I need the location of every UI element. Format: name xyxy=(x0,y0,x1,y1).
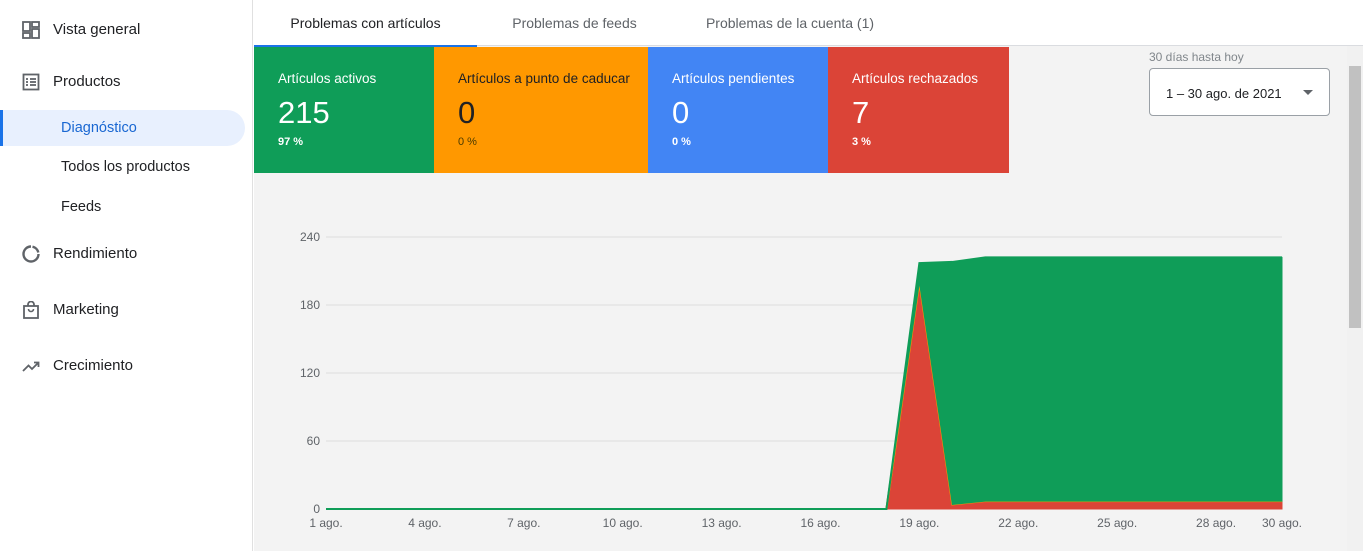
sidebar-item-label: Feeds xyxy=(61,199,102,215)
card-value: 0 xyxy=(672,95,690,130)
x-tick-label: 28 ago. xyxy=(1196,516,1236,530)
active-items-card[interactable]: Artículos activos 215 97 % xyxy=(254,47,434,173)
scrollbar[interactable] xyxy=(1347,46,1363,551)
rejected-items-card[interactable]: Artículos rechazados 7 3 % xyxy=(828,47,1009,173)
dashboard-icon xyxy=(22,21,40,39)
sidebar-item-label: Marketing xyxy=(53,300,119,318)
x-tick-label: 7 ago. xyxy=(507,516,540,530)
sidebar-item-label: Crecimiento xyxy=(53,356,134,374)
y-tick-label: 240 xyxy=(300,230,320,244)
x-tick-label: 19 ago. xyxy=(899,516,939,530)
tab-label: Problemas de feeds xyxy=(512,15,637,31)
card-percent: 97 % xyxy=(278,136,304,148)
x-tick-label: 30 ago. xyxy=(1262,516,1302,530)
series-area xyxy=(326,256,1283,510)
scrollbar-thumb[interactable] xyxy=(1349,66,1361,328)
card-title: Artículos rechazados xyxy=(852,71,979,86)
shopping-bag-icon xyxy=(23,301,39,319)
x-tick-label: 1 ago. xyxy=(309,516,342,530)
y-tick-label: 180 xyxy=(300,298,320,312)
sidebar-item-label: Vista general xyxy=(53,20,141,38)
sidebar: Vista general Productos Diagnóstico Todo… xyxy=(0,0,253,551)
x-tick-label: 13 ago. xyxy=(702,516,742,530)
date-range-value: 1 – 30 ago. de 2021 xyxy=(1166,86,1282,101)
sidebar-item-feeds[interactable]: Feeds xyxy=(0,189,245,225)
sidebar-item-marketing[interactable]: Marketing xyxy=(0,291,245,327)
sidebar-item-overview[interactable]: Vista general xyxy=(0,11,245,47)
x-tick-label: 10 ago. xyxy=(603,516,643,530)
card-value: 7 xyxy=(852,95,870,130)
pending-items-card[interactable]: Artículos pendientes 0 0 % xyxy=(648,47,828,173)
card-percent: 3 % xyxy=(852,136,871,148)
x-tick-label: 22 ago. xyxy=(998,516,1038,530)
dropdown-arrow-icon xyxy=(1303,90,1313,95)
sidebar-item-label: Productos xyxy=(53,72,121,90)
tab-account-issues[interactable]: Problemas de la cuenta (1) xyxy=(672,0,908,46)
y-tick-label: 60 xyxy=(307,434,321,448)
y-tick-label: 0 xyxy=(313,502,320,516)
series-line xyxy=(326,256,1282,510)
list-icon xyxy=(22,73,40,91)
card-value: 215 xyxy=(278,95,330,130)
items-chart: 0 60 120 180 240 1 ago. 4 ago. 7 ago. 10 ago. 13 … xyxy=(254,190,1344,551)
tab-label: Problemas con artículos xyxy=(290,15,441,31)
sidebar-item-label: Diagnóstico xyxy=(61,120,137,136)
y-tick-label: 120 xyxy=(300,366,320,380)
donut-chart-icon xyxy=(22,245,40,263)
date-range-select[interactable]: 1 – 30 ago. de 2021 xyxy=(1149,68,1330,116)
card-title: Artículos activos xyxy=(278,71,377,86)
sidebar-item-label: Todos los productos xyxy=(61,159,190,175)
x-tick-label: 4 ago. xyxy=(408,516,441,530)
expiring-items-card[interactable]: Artículos a punto de caducar 0 0 % xyxy=(434,47,648,173)
tab-feed-issues[interactable]: Problemas de feeds xyxy=(477,0,672,46)
date-range-label: 30 días hasta hoy xyxy=(1149,50,1244,64)
sidebar-item-all-products[interactable]: Todos los productos xyxy=(0,149,245,185)
sidebar-item-products[interactable]: Productos xyxy=(0,63,245,99)
tab-item-issues[interactable]: Problemas con artículos xyxy=(254,0,477,47)
x-tick-label: 16 ago. xyxy=(800,516,840,530)
x-tick-label: 25 ago. xyxy=(1097,516,1137,530)
card-percent: 0 % xyxy=(672,136,691,148)
sidebar-item-label: Rendimiento xyxy=(53,244,138,262)
tab-bar: Problemas con artículos Problemas de fee… xyxy=(254,0,1363,47)
items-chart-svg: 0 60 120 180 240 1 ago. 4 ago. 7 ago. 10 ago. 13 … xyxy=(300,230,1302,530)
tab-label: Problemas de la cuenta (1) xyxy=(705,15,875,31)
sidebar-item-growth[interactable]: Crecimiento xyxy=(0,347,245,383)
sidebar-item-performance[interactable]: Rendimiento xyxy=(0,235,245,271)
trending-up-icon xyxy=(22,361,40,372)
card-percent: 0 % xyxy=(458,136,477,148)
card-title: Artículos pendientes xyxy=(672,71,795,86)
card-title: Artículos a punto de caducar xyxy=(458,71,630,86)
card-value: 0 xyxy=(458,95,476,130)
sidebar-item-diagnostics[interactable]: Diagnóstico xyxy=(0,110,245,146)
